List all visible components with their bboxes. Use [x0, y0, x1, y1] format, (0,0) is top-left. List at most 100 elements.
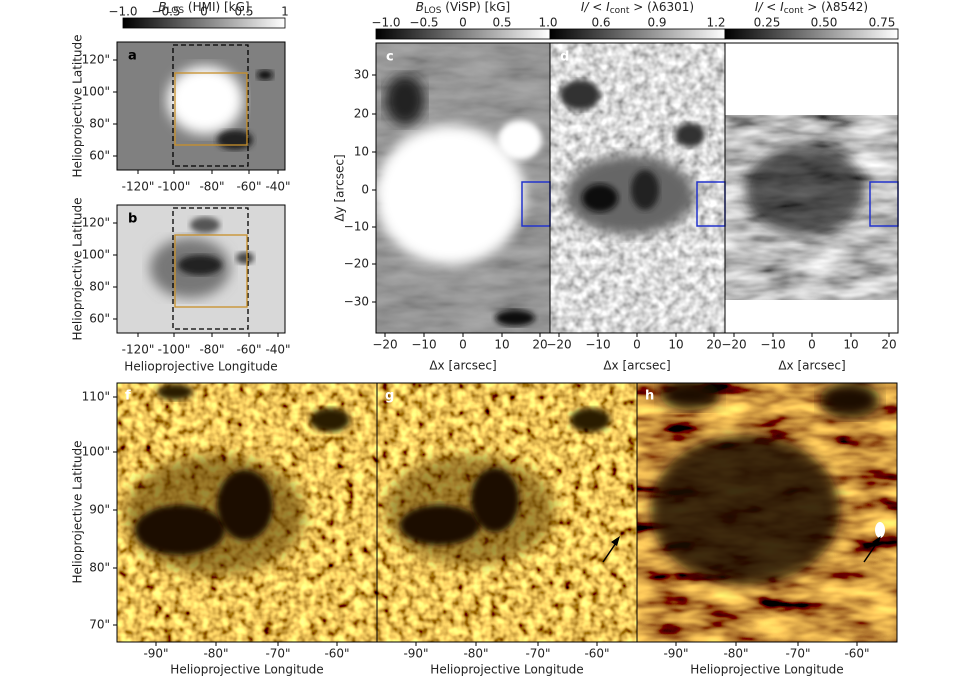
colorbar-tick-label: 0.75	[869, 16, 896, 30]
y-tick-label: 80"	[89, 117, 110, 131]
y-tick-label: 120"	[82, 53, 110, 67]
y-tick-label: 30	[354, 68, 369, 82]
panel-g-image	[377, 383, 637, 642]
y-tick-label: 100"	[82, 445, 110, 459]
panel-letter: g	[385, 389, 394, 404]
colorbar-tick-label: −1.0	[108, 5, 137, 19]
x-tick-label: -100"	[158, 343, 191, 357]
panel-letter: h	[645, 389, 654, 404]
y-tick-label: 80"	[89, 561, 110, 575]
colorbar-label: I/ < Icont > (λ8542)	[755, 0, 868, 16]
panel-d-image	[550, 43, 725, 333]
y-tick-label: −20	[344, 257, 369, 271]
x-axis-label: Δx [arcsec]	[778, 359, 845, 373]
colorbar-tick-label: 1.2	[706, 16, 725, 30]
colorbar-tick-label: −0.5	[409, 16, 438, 30]
x-tick-label: -60"	[236, 343, 261, 357]
x-tick-label: -60"	[324, 647, 349, 661]
x-tick-label: -80"	[199, 343, 224, 357]
panel-letter: d	[560, 50, 569, 65]
x-tick-label: -40"	[265, 180, 290, 194]
panel-c-image	[376, 43, 550, 333]
x-tick-label: −10	[411, 338, 436, 352]
x-tick-label: -80"	[199, 180, 224, 194]
label-subscript: cont	[784, 6, 804, 16]
colorbar	[122, 17, 286, 29]
y-axis-label: Helioprojective Latitude	[71, 197, 85, 340]
y-tick-label: 60"	[89, 312, 110, 326]
panel-letter: c	[386, 50, 394, 65]
y-tick-label: −30	[344, 295, 369, 309]
roi-box	[174, 72, 248, 146]
x-tick-label: −10	[760, 338, 785, 352]
x-tick-label: −20	[372, 338, 397, 352]
colorbar-tick-label: 0	[459, 16, 467, 30]
y-tick-label: 60"	[89, 149, 110, 163]
panel-a-image	[117, 42, 285, 170]
x-tick-label: -60"	[584, 647, 609, 661]
x-tick-label: -70"	[785, 647, 810, 661]
x-tick-label: −20	[721, 338, 746, 352]
x-axis-label: Helioprojective Longitude	[430, 663, 583, 677]
y-tick-label: 80"	[89, 280, 110, 294]
colorbar-tick-label: 0.5	[234, 5, 253, 19]
panel-f-image	[117, 383, 377, 642]
x-tick-label: 0	[459, 338, 467, 352]
x-tick-label: -90"	[663, 647, 688, 661]
y-axis-label: Helioprojective Latitude	[71, 440, 85, 583]
panel-letter: b	[128, 212, 137, 227]
label-symbol: B	[158, 0, 166, 14]
label-rest: > (λ8542)	[803, 0, 868, 14]
x-axis-label: Δx [arcsec]	[603, 359, 670, 373]
colorbar-tick-label: 1	[281, 5, 289, 19]
panel-h-image	[637, 383, 897, 642]
colorbar	[549, 28, 726, 40]
label-symbol: I/ < I	[755, 0, 784, 14]
fov-box	[172, 44, 249, 167]
colorbar-label: BLOS (ViSP) [kG]	[416, 0, 510, 16]
colorbar	[724, 28, 899, 40]
y-tick-label: 70"	[89, 618, 110, 632]
x-tick-label: -40"	[265, 343, 290, 357]
x-tick-label: 10	[843, 338, 858, 352]
colorbar-tick-label: 0.6	[591, 16, 610, 30]
y-tick-label: −10	[344, 220, 369, 234]
panel-letter: f	[125, 389, 131, 404]
x-tick-label: 0	[808, 338, 816, 352]
x-tick-label: −20	[546, 338, 571, 352]
y-tick-label: 10	[354, 145, 369, 159]
roi-box	[174, 234, 248, 308]
x-tick-label: -70"	[265, 647, 290, 661]
x-tick-label: -100"	[158, 180, 191, 194]
label-rest: (HMI) [kG]	[184, 0, 250, 14]
x-tick-label: 20	[706, 338, 721, 352]
x-tick-label: -120"	[122, 343, 155, 357]
label-subscript: cont	[610, 6, 630, 16]
x-axis-label: Helioprojective Longitude	[124, 360, 277, 374]
label-symbol: B	[416, 0, 424, 14]
colorbar-tick-label: 0	[200, 5, 208, 19]
x-tick-label: 10	[668, 338, 683, 352]
colorbar	[375, 28, 551, 40]
y-axis-label: Δy [arcsec]	[333, 154, 347, 221]
label-symbol: I/ < I	[581, 0, 610, 14]
x-tick-label: -80"	[723, 647, 748, 661]
panel-letter: e	[735, 50, 744, 65]
y-tick-label: 100"	[82, 85, 110, 99]
panel-b-image	[117, 205, 285, 333]
panel-letter: a	[128, 49, 137, 64]
colorbar-tick-label: 0.9	[647, 16, 666, 30]
y-tick-label: 20	[354, 107, 369, 121]
colorbar-tick-label: 0.25	[754, 16, 781, 30]
panel-e-image	[725, 43, 898, 333]
label-subscript: LOS	[167, 6, 185, 16]
x-axis-label: Helioprojective Longitude	[690, 663, 843, 677]
colorbar-tick-label: 0.50	[811, 16, 838, 30]
x-tick-label: -90"	[143, 647, 168, 661]
label-subscript: LOS	[424, 6, 442, 16]
x-tick-label: 20	[532, 338, 547, 352]
x-tick-label: -60"	[844, 647, 869, 661]
colorbar-tick-label: 1.0	[538, 16, 557, 30]
x-axis-label: Helioprojective Longitude	[170, 663, 323, 677]
